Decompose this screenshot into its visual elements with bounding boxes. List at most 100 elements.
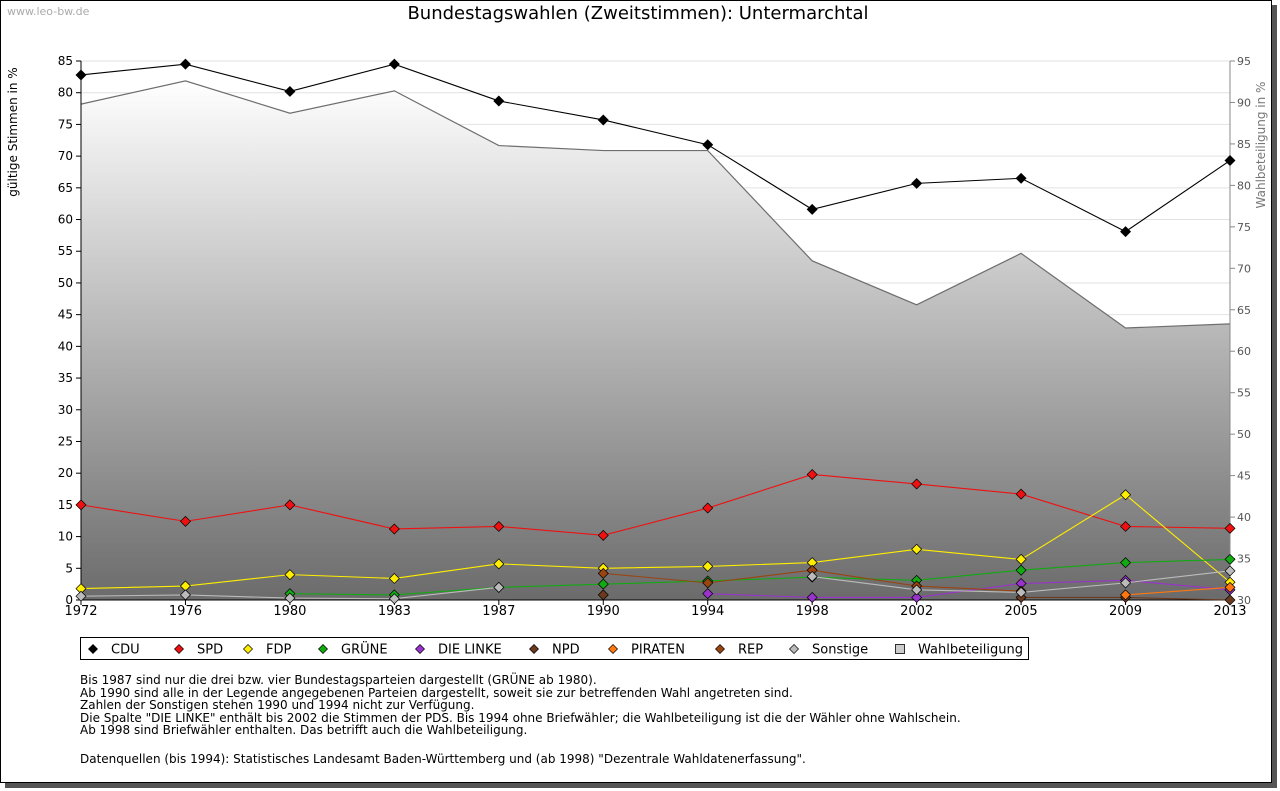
legend-marker	[174, 644, 184, 654]
y2-tick-label: 30	[1237, 594, 1251, 607]
y-tick-label: 10	[58, 530, 73, 544]
legend-label: REP	[738, 643, 763, 658]
x-tick-label: 1983	[378, 604, 411, 619]
y-tick-label: 25	[58, 434, 73, 448]
data-point-fdp	[702, 560, 714, 572]
watermark: www.leo-bw.de	[7, 5, 90, 18]
x-tick-label: 1976	[169, 604, 202, 619]
data-point-cdu	[1015, 172, 1027, 184]
y-tick-label: 50	[58, 276, 73, 290]
note-line: Die Spalte "DIE LINKE" enthält bis 2002 …	[80, 710, 961, 725]
data-point-sonstige	[388, 593, 400, 605]
y2-tick-label: 50	[1237, 428, 1251, 441]
series-line-fdp	[80, 494, 1231, 590]
legend-label: NPD	[552, 643, 580, 658]
data-point-die-linke	[702, 588, 714, 600]
x-tick-label: 2009	[1109, 604, 1142, 619]
data-point-cdu	[284, 85, 296, 97]
data-point-sonstige	[806, 571, 818, 583]
data-point-spd	[388, 523, 400, 535]
y2-tick-label: 60	[1237, 345, 1251, 358]
legend-label: SPD	[197, 643, 223, 658]
y-tick-label: 55	[58, 244, 73, 258]
chart-title: Bundestagswahlen (Zweitstimmen): Unterma…	[407, 3, 869, 24]
data-point-spd	[806, 468, 818, 480]
y2-axis-label: Wahlbeteiligung in %	[1254, 82, 1268, 209]
legend-box	[80, 637, 1029, 660]
y2-tick-label: 55	[1237, 387, 1251, 400]
legend-label: GRÜNE	[341, 641, 388, 658]
data-point-spd	[597, 529, 609, 541]
x-tick-label: 2013	[1213, 604, 1246, 619]
data-point-gr-ne	[1224, 553, 1236, 565]
data-point-fdp	[911, 543, 923, 555]
y2-tick-label: 80	[1237, 179, 1251, 192]
data-point-spd	[702, 502, 714, 514]
data-point-rep	[702, 577, 714, 589]
y-tick-label: 65	[58, 181, 73, 195]
data-point-fdp	[284, 569, 296, 581]
data-point-cdu	[911, 177, 923, 189]
data-point-spd	[284, 499, 296, 511]
y2-tick-label: 45	[1237, 470, 1251, 483]
data-point-sonstige	[911, 584, 923, 596]
legend-marker	[715, 644, 725, 654]
data-point-spd	[1015, 488, 1027, 500]
data-point-fdp	[1015, 553, 1027, 565]
y2-tick-label: 85	[1237, 138, 1251, 151]
y-tick-label: 20	[58, 466, 73, 480]
data-point-die-linke	[806, 591, 818, 603]
data-point-die-linke	[911, 591, 923, 603]
y-tick-label: 0	[65, 593, 73, 607]
x-tick-label: 1972	[64, 604, 97, 619]
turnout-area	[81, 80, 1230, 600]
data-point-sonstige	[75, 590, 87, 602]
legend-marker	[243, 644, 253, 654]
y-tick-label: 30	[58, 403, 73, 417]
y2-tick-label: 40	[1237, 511, 1251, 524]
data-point-sonstige	[179, 589, 191, 601]
y-tick-label: 35	[58, 371, 73, 385]
legend-marker	[415, 644, 425, 654]
legend-label: PIRATEN	[631, 643, 685, 658]
data-point-piraten	[1224, 581, 1236, 593]
data-point-fdp	[493, 558, 505, 570]
legend-marker	[895, 644, 905, 654]
legend-label: DIE LINKE	[438, 643, 502, 658]
y-tick-label: 5	[65, 561, 73, 575]
data-point-spd	[493, 520, 505, 532]
y2-tick-label: 70	[1237, 262, 1251, 275]
legend-marker	[318, 644, 328, 654]
data-point-gr-ne	[597, 578, 609, 590]
note-line: Ab 1998 sind Briefwähler enthalten. Das …	[80, 723, 528, 738]
legend-label: Wahlbeteiligung	[918, 643, 1023, 658]
data-point-cdu	[1224, 155, 1236, 167]
y-tick-label: 60	[58, 213, 73, 227]
data-point-gr-ne	[1015, 564, 1027, 576]
data-source: Datenquellen (bis 1994): Statistisches L…	[80, 752, 806, 766]
y2-tick-label: 35	[1237, 553, 1251, 566]
chart-notes: Bis 1987 sind nur die drei bzw. vier Bun…	[80, 674, 961, 737]
series-line-piraten	[1125, 586, 1231, 596]
series-line-cdu	[80, 63, 1231, 233]
y-axis-label: gültige Stimmen in %	[6, 67, 20, 196]
data-point-spd	[1224, 522, 1236, 534]
legend-label: Sonstige	[812, 643, 868, 658]
data-point-cdu	[702, 139, 714, 151]
x-tick-label: 1990	[587, 604, 620, 619]
data-point-rep	[597, 567, 609, 579]
data-point-cdu	[493, 95, 505, 107]
y2-tick-label: 90	[1237, 96, 1251, 109]
turnout-line	[80, 80, 1231, 329]
data-point-spd	[179, 515, 191, 527]
data-point-sonstige	[1120, 577, 1132, 589]
x-tick-label: 1987	[482, 604, 515, 619]
legend-marker	[529, 644, 539, 654]
data-point-cdu	[1120, 226, 1132, 238]
data-point-cdu	[179, 58, 191, 70]
y-tick-label: 80	[58, 86, 73, 100]
y-tick-label: 85	[58, 54, 73, 68]
note-line: Ab 1990 sind alle in der Legende angegeb…	[80, 685, 793, 700]
data-point-spd	[75, 499, 87, 511]
data-point-piraten	[1120, 589, 1132, 601]
